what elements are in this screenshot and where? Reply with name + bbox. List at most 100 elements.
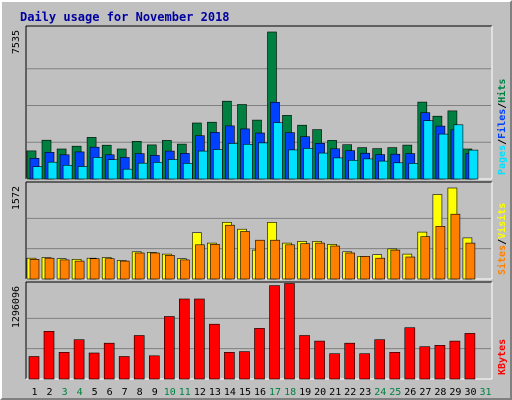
bar-kbytes-day-3 xyxy=(58,351,70,380)
bar-pages-day-5 xyxy=(92,157,103,180)
x-tick-label-day-9: 9 xyxy=(152,387,158,398)
legend-entry: Sites xyxy=(496,245,508,275)
x-tick-label-day-8: 8 xyxy=(137,387,143,398)
bar-sites-day-30 xyxy=(465,242,476,280)
bar-pages-day-10 xyxy=(168,159,178,180)
bar-pages-day-8 xyxy=(137,162,148,180)
bar-kbytes-day-17 xyxy=(269,285,280,380)
bar-sites-day-20 xyxy=(315,242,325,280)
x-tick-label-day-26: 26 xyxy=(404,387,416,398)
bar-kbytes-day-29 xyxy=(449,340,461,380)
bar-sites-day-6 xyxy=(104,258,115,280)
bar-pages-day-2 xyxy=(47,161,58,180)
bar-sites-day-22 xyxy=(345,252,356,280)
legend-entry: Files xyxy=(496,109,508,139)
x-tick-label-day-10: 10 xyxy=(164,387,176,398)
x-tick-label-day-1: 1 xyxy=(31,387,37,398)
legend-entry: Hits xyxy=(496,79,508,103)
bar-sites-day-27 xyxy=(420,236,431,280)
bar-sites-day-3 xyxy=(59,259,70,280)
bar-sites-day-5 xyxy=(89,258,100,280)
x-tick-label-day-7: 7 xyxy=(122,387,128,398)
x-tick-label-day-12: 12 xyxy=(194,387,206,398)
bar-sites-day-24 xyxy=(375,257,386,280)
bar-pages-day-13 xyxy=(213,149,223,180)
bar-pages-day-15 xyxy=(243,144,253,180)
bar-kbytes-day-5 xyxy=(88,352,100,380)
bar-kbytes-day-1 xyxy=(28,356,40,380)
x-tick-label-day-6: 6 xyxy=(107,387,113,398)
x-tick-label-day-17: 17 xyxy=(269,387,281,398)
bar-pages-day-19 xyxy=(303,148,313,180)
bar-kbytes-day-4 xyxy=(73,339,85,380)
panel-kbytes-ymax-label: 1296096 xyxy=(11,286,22,328)
bar-kbytes-day-28 xyxy=(434,344,446,380)
legend-entry: / xyxy=(497,103,508,109)
bar-sites-day-18 xyxy=(285,244,295,280)
bar-kbytes-day-8 xyxy=(133,335,145,380)
bar-kbytes-day-2 xyxy=(43,330,55,380)
bar-pages-day-23 xyxy=(363,158,374,180)
bar-pages-day-22 xyxy=(348,160,359,180)
bar-sites-day-16 xyxy=(255,239,265,280)
bar-pages-day-24 xyxy=(378,160,389,180)
bar-pages-day-21 xyxy=(333,157,343,180)
bar-kbytes-day-10 xyxy=(164,316,175,380)
bar-kbytes-day-14 xyxy=(224,351,235,380)
bar-kbytes-day-21 xyxy=(329,353,340,380)
bar-kbytes-day-25 xyxy=(389,351,401,380)
bar-kbytes-day-15 xyxy=(239,351,250,380)
bar-pages-day-17 xyxy=(273,122,283,180)
x-tick-label-day-14: 14 xyxy=(224,387,236,398)
bar-kbytes-day-22 xyxy=(344,342,356,380)
bar-kbytes-day-13 xyxy=(209,323,220,380)
legend-entry: Pages xyxy=(497,145,508,175)
x-tick-label-day-31: 31 xyxy=(479,387,491,398)
bar-kbytes-day-12 xyxy=(194,298,205,380)
bar-sites-day-4 xyxy=(74,260,85,280)
x-tick-label-day-21: 21 xyxy=(329,387,341,398)
bar-kbytes-day-20 xyxy=(314,340,325,380)
bar-sites-day-25 xyxy=(390,249,401,280)
x-tick-label-day-27: 27 xyxy=(419,387,431,398)
bar-pages-day-18 xyxy=(288,149,298,180)
bar-sites-day-29 xyxy=(450,213,461,280)
x-tick-label-day-11: 11 xyxy=(179,387,191,398)
x-tick-label-day-19: 19 xyxy=(299,387,311,398)
bar-pages-day-12 xyxy=(198,150,208,180)
bar-pages-day-28 xyxy=(438,133,449,180)
bar-sites-day-12 xyxy=(195,244,205,280)
x-tick-label-day-3: 3 xyxy=(62,387,68,398)
panel-hits-legend: Pages/Files/Hits xyxy=(496,79,508,175)
legend-entry: / xyxy=(497,239,508,245)
x-tick-label-day-4: 4 xyxy=(77,387,83,398)
bar-sites-day-19 xyxy=(300,243,310,280)
legend-entry: KBytes xyxy=(497,339,508,375)
x-tick-label-day-29: 29 xyxy=(449,387,461,398)
x-tick-label-day-15: 15 xyxy=(239,387,251,398)
bar-pages-day-3 xyxy=(62,165,73,180)
x-tick-label-day-18: 18 xyxy=(284,387,296,398)
x-tick-label-day-13: 13 xyxy=(209,387,221,398)
bar-pages-day-29 xyxy=(453,124,464,180)
bar-pages-day-20 xyxy=(318,152,328,180)
bar-kbytes-day-30 xyxy=(464,333,476,380)
bar-kbytes-day-18 xyxy=(284,283,295,380)
bar-sites-day-23 xyxy=(360,256,371,280)
bar-sites-day-15 xyxy=(240,231,250,280)
x-tick-label-day-23: 23 xyxy=(359,387,371,398)
bar-pages-day-16 xyxy=(258,142,268,180)
bar-sites-day-10 xyxy=(165,255,175,280)
x-tick-label-day-22: 22 xyxy=(344,387,356,398)
panel-hits-ymax-label: 7535 xyxy=(11,30,22,54)
bar-pages-day-27 xyxy=(423,120,434,180)
x-tick-label-day-28: 28 xyxy=(434,387,446,398)
x-tick-label-day-30: 30 xyxy=(464,387,476,398)
x-tick-label-day-16: 16 xyxy=(254,387,266,398)
bar-pages-day-25 xyxy=(393,162,404,180)
bar-sites-day-11 xyxy=(180,259,190,280)
bar-pages-day-26 xyxy=(408,163,419,180)
bar-pages-day-9 xyxy=(153,162,163,180)
